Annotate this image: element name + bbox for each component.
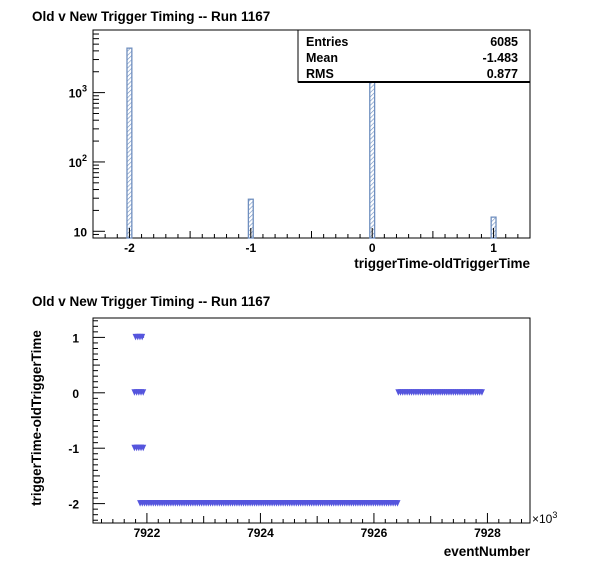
stats-entries-label: Entries (306, 35, 348, 49)
scatter-x-label: eventNumber (444, 544, 531, 559)
scatter-point (478, 389, 485, 396)
x-tick-label: -1 (245, 241, 256, 255)
y-tick-label: 1 (72, 331, 79, 345)
scatter-points (131, 333, 485, 507)
scatter-chart: Old v New Trigger Timing -- Run 1167 -2-… (29, 294, 557, 559)
histogram-bar (126, 47, 133, 239)
stats-entries-value: 6085 (490, 35, 518, 49)
histogram-title: Old v New Trigger Timing -- Run 1167 (32, 9, 270, 24)
y-tick-label: 10 (74, 225, 88, 239)
scatter-y-label: triggerTime-oldTriggerTime (29, 330, 44, 506)
scatter-frame (92, 317, 531, 524)
y-tick-label: -2 (68, 498, 79, 512)
stats-rms-value: 0.877 (487, 67, 518, 81)
scatter-x-multiplier: ×103 (532, 510, 557, 526)
x-tick-label: 7928 (474, 526, 501, 540)
scatter-title: Old v New Trigger Timing -- Run 1167 (32, 294, 270, 309)
scatter-x-axis: 7922 7924 7926 7928 (101, 513, 522, 540)
scatter-point (140, 389, 147, 396)
stats-mean-value: -1.483 (483, 51, 518, 65)
stats-box: Entries 6085 Mean -1.483 RMS 0.877 (297, 29, 531, 83)
scatter-point (139, 333, 146, 341)
x-tick-label: 0 (369, 241, 376, 255)
scatter-point-run (131, 444, 147, 452)
scatter-point-run (395, 389, 485, 396)
scatter-point (394, 500, 401, 507)
histogram-y-axis: 10 102 103 (69, 29, 105, 239)
x-tick-label: 1 (490, 241, 497, 255)
scatter-point-run (131, 389, 147, 396)
histogram-x-axis: -2 -1 0 1 (104, 228, 519, 255)
y-tick-label: 103 (69, 84, 87, 101)
y-tick-label: -1 (68, 442, 79, 456)
histogram-bar (369, 78, 376, 239)
stats-box-frame (297, 29, 531, 83)
stats-mean-label: Mean (306, 51, 338, 65)
histogram-chart: Old v New Trigger Timing -- Run 1167 101… (32, 9, 531, 271)
y-tick-label: 102 (69, 153, 87, 170)
x-tick-label: 7924 (247, 526, 274, 540)
scatter-point (140, 444, 147, 452)
y-tick-label: 0 (72, 387, 79, 401)
x-tick-label: 7922 (134, 526, 161, 540)
scatter-point-run (132, 333, 146, 341)
x-tick-label: -2 (124, 241, 135, 255)
stats-rms-label: RMS (306, 67, 334, 81)
histogram-x-label: triggerTime-oldTriggerTime (354, 256, 530, 271)
x-tick-label: 7926 (361, 526, 388, 540)
scatter-y-axis: -2 -1 0 1 (68, 320, 105, 521)
scatter-point-run (137, 500, 401, 507)
